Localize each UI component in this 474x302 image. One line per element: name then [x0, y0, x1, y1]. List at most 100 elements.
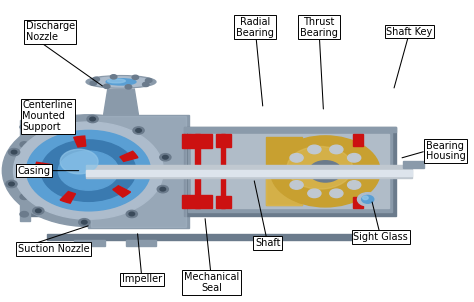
Wedge shape	[35, 162, 52, 170]
Circle shape	[160, 154, 171, 161]
Circle shape	[39, 124, 51, 131]
FancyBboxPatch shape	[353, 134, 363, 146]
Circle shape	[60, 149, 98, 174]
Circle shape	[133, 127, 144, 134]
FancyBboxPatch shape	[74, 240, 105, 246]
Ellipse shape	[108, 79, 125, 83]
Circle shape	[157, 185, 168, 193]
Circle shape	[309, 161, 342, 182]
Circle shape	[110, 75, 117, 79]
Circle shape	[330, 189, 343, 198]
FancyBboxPatch shape	[86, 170, 412, 176]
Text: Shaft Key: Shaft Key	[386, 27, 433, 37]
Text: Mechanical
Seal: Mechanical Seal	[184, 272, 239, 293]
Circle shape	[14, 122, 164, 219]
Text: Casing: Casing	[18, 165, 51, 176]
Circle shape	[308, 189, 321, 198]
Circle shape	[347, 181, 361, 189]
Ellipse shape	[106, 79, 136, 85]
FancyBboxPatch shape	[188, 130, 392, 212]
Circle shape	[20, 194, 28, 200]
Circle shape	[42, 125, 48, 129]
Circle shape	[11, 150, 17, 154]
Circle shape	[33, 207, 44, 214]
Circle shape	[357, 193, 378, 206]
Circle shape	[82, 220, 87, 224]
Circle shape	[9, 149, 19, 156]
Circle shape	[87, 115, 98, 123]
Wedge shape	[113, 186, 130, 197]
Circle shape	[290, 153, 303, 162]
Circle shape	[20, 177, 28, 182]
Ellipse shape	[86, 76, 156, 88]
FancyBboxPatch shape	[217, 196, 231, 208]
Circle shape	[90, 117, 95, 121]
Text: Thrust
Bearing: Thrust Bearing	[300, 17, 338, 37]
Text: Sight Glass: Sight Glass	[354, 232, 408, 242]
FancyBboxPatch shape	[266, 175, 301, 205]
Circle shape	[41, 140, 136, 201]
Circle shape	[347, 153, 361, 162]
Polygon shape	[104, 89, 138, 115]
Circle shape	[129, 212, 135, 216]
FancyBboxPatch shape	[184, 127, 396, 216]
FancyBboxPatch shape	[91, 116, 186, 226]
Circle shape	[58, 151, 118, 190]
Circle shape	[143, 82, 149, 87]
FancyBboxPatch shape	[30, 125, 48, 217]
FancyBboxPatch shape	[89, 115, 189, 228]
FancyBboxPatch shape	[221, 134, 225, 208]
Text: Suction Nozzle: Suction Nozzle	[18, 244, 89, 254]
Circle shape	[20, 124, 28, 130]
Text: Impeller: Impeller	[122, 274, 162, 284]
Circle shape	[136, 129, 141, 132]
Circle shape	[20, 211, 28, 217]
Circle shape	[27, 130, 150, 211]
Circle shape	[2, 115, 174, 226]
Wedge shape	[120, 151, 138, 162]
Circle shape	[287, 146, 353, 189]
Circle shape	[36, 209, 41, 213]
Circle shape	[362, 195, 374, 203]
Text: Bearing
Housing: Bearing Housing	[426, 141, 465, 161]
Circle shape	[330, 145, 343, 154]
FancyBboxPatch shape	[182, 195, 212, 208]
Circle shape	[20, 142, 28, 147]
FancyBboxPatch shape	[184, 127, 396, 132]
FancyBboxPatch shape	[402, 161, 424, 168]
FancyBboxPatch shape	[126, 240, 156, 246]
Circle shape	[146, 79, 152, 83]
Text: Radial
Bearing: Radial Bearing	[236, 17, 274, 37]
Circle shape	[126, 210, 137, 218]
Circle shape	[90, 81, 97, 85]
Circle shape	[290, 181, 303, 189]
Circle shape	[93, 77, 100, 81]
Text: Discharge
Nozzle: Discharge Nozzle	[26, 21, 75, 42]
FancyBboxPatch shape	[353, 197, 363, 208]
Circle shape	[6, 180, 17, 188]
Circle shape	[9, 182, 14, 186]
FancyBboxPatch shape	[217, 134, 231, 147]
Text: Centerline
Mounted
Support: Centerline Mounted Support	[22, 101, 73, 132]
Ellipse shape	[91, 77, 151, 87]
Circle shape	[163, 156, 168, 159]
FancyBboxPatch shape	[194, 134, 200, 208]
Circle shape	[132, 75, 138, 79]
Circle shape	[125, 85, 132, 89]
Circle shape	[283, 167, 296, 176]
Circle shape	[79, 219, 90, 226]
Wedge shape	[60, 191, 75, 203]
FancyBboxPatch shape	[266, 137, 301, 205]
FancyBboxPatch shape	[46, 234, 373, 240]
Circle shape	[20, 159, 28, 165]
Wedge shape	[74, 136, 86, 147]
FancyBboxPatch shape	[86, 165, 412, 178]
Circle shape	[160, 187, 165, 191]
Circle shape	[308, 145, 321, 154]
Circle shape	[363, 196, 368, 200]
Circle shape	[271, 136, 380, 207]
Circle shape	[103, 84, 110, 88]
FancyBboxPatch shape	[20, 120, 30, 221]
FancyBboxPatch shape	[182, 134, 212, 148]
Text: Shaft: Shaft	[255, 238, 281, 248]
